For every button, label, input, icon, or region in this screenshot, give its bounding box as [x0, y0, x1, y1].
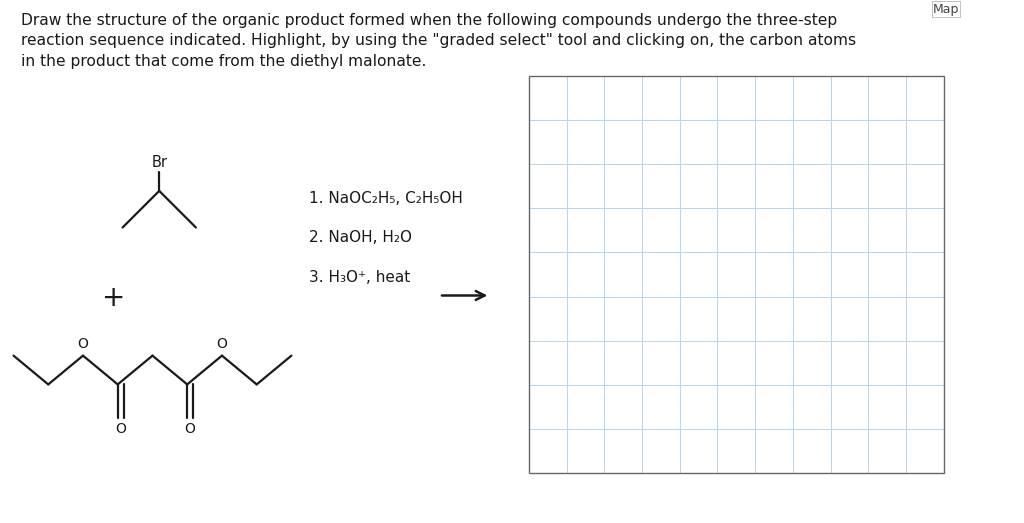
Text: +: +	[102, 284, 126, 312]
Bar	[528, 76, 944, 473]
Bar	[528, 76, 944, 473]
Text: O: O	[216, 337, 227, 351]
Text: Map: Map	[933, 3, 959, 16]
Text: Br: Br	[152, 155, 167, 170]
Text: 1. NaOC₂H₅, C₂H₅OH: 1. NaOC₂H₅, C₂H₅OH	[309, 191, 463, 206]
Text: Draw the structure of the organic product formed when the following compounds un: Draw the structure of the organic produc…	[22, 13, 856, 69]
Text: O: O	[115, 422, 126, 436]
Text: 2. NaOH, H₂O: 2. NaOH, H₂O	[309, 231, 412, 245]
Text: O: O	[78, 337, 88, 351]
Text: 3. H₃O⁺, heat: 3. H₃O⁺, heat	[309, 270, 410, 285]
Text: O: O	[184, 422, 196, 436]
